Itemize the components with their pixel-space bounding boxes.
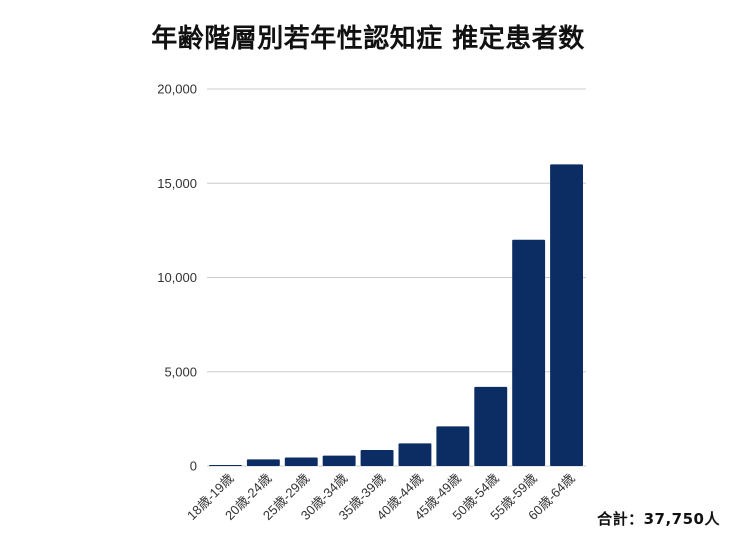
total-annotation: 合計：37,750人 xyxy=(597,510,720,528)
y-tick-label: 5,000 xyxy=(164,364,197,379)
y-tick-label: 15,000 xyxy=(157,176,197,191)
bar-1 xyxy=(209,465,242,467)
bars xyxy=(209,164,583,467)
bar-6 xyxy=(398,443,432,466)
bar-5 xyxy=(360,449,394,466)
bar-9 xyxy=(512,239,546,466)
chart-title: 年齢階層別若年性認知症 推定患者数 xyxy=(151,24,585,54)
y-tick-label: 0 xyxy=(190,459,197,474)
bar-4 xyxy=(322,455,356,466)
y-tick-label: 10,000 xyxy=(157,270,197,285)
bar-7 xyxy=(436,426,470,466)
y-tick-label: 20,000 xyxy=(157,82,197,97)
bar-3 xyxy=(284,457,318,466)
bar-2 xyxy=(246,459,280,466)
bar-10 xyxy=(550,164,583,466)
y-axis-ticks: 0 5,000 10,000 15,000 20,000 xyxy=(157,82,197,474)
bar-8 xyxy=(474,386,508,466)
x-axis-ticks: 18歳-19歳20歳-24歳25歳-29歳30歳-34歳35歳-39歳40歳-4… xyxy=(184,471,578,524)
